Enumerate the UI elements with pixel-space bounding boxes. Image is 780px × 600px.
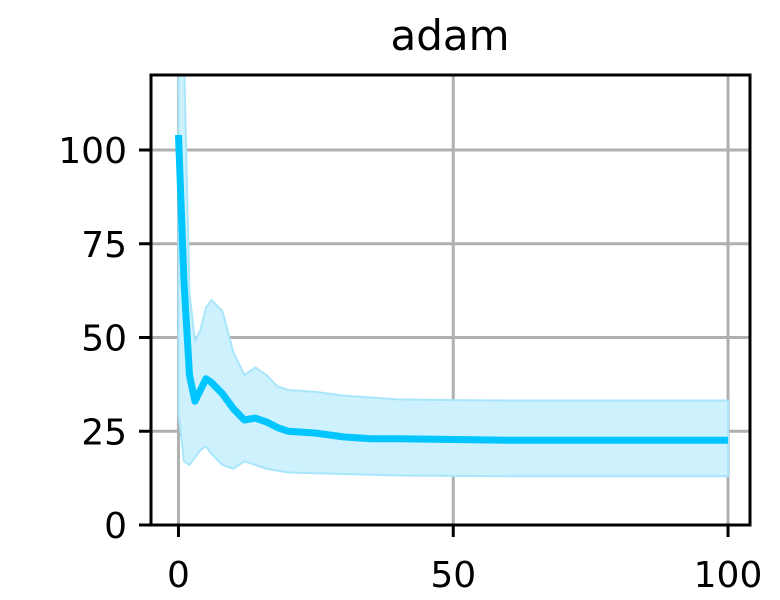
series-line <box>174 134 729 444</box>
x-tick-label: 0 <box>167 555 190 596</box>
y-tick-label: 25 <box>81 412 127 453</box>
confidence-band <box>177 75 730 478</box>
x-tick-label: 50 <box>430 555 476 596</box>
y-tick-label: 50 <box>81 319 127 360</box>
y-tick-label: 75 <box>81 225 127 266</box>
y-tick-label: 0 <box>104 506 127 547</box>
chart-title: adam <box>390 11 509 60</box>
x-tick-label: 100 <box>694 555 763 596</box>
data-layer <box>174 75 730 478</box>
y-tick-label: 100 <box>58 131 127 172</box>
ticks: 0 50 100 0 25 50 75 100 <box>58 131 762 596</box>
plot-frame <box>149 73 752 527</box>
